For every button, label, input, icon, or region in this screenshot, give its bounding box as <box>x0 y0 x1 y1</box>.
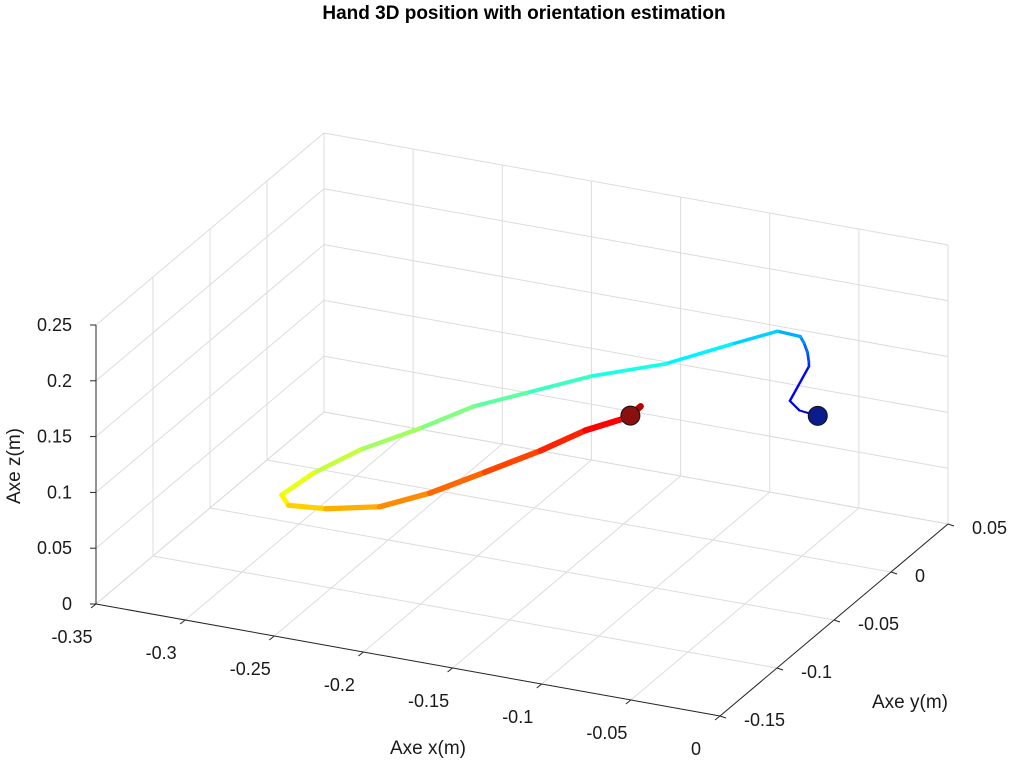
gridline <box>323 132 949 246</box>
axis-layer <box>90 324 955 721</box>
x-tick-mark <box>536 683 543 689</box>
chart-title: Hand 3D position with orientation estima… <box>322 3 725 24</box>
z-tick-label: 0 <box>62 594 72 614</box>
x-tick-mark <box>268 635 275 641</box>
x-axis-line <box>95 603 721 717</box>
trajectory-segment <box>663 342 734 366</box>
tick-layer: -0.35 -0.3 -0.25 -0.2 -0.15 -0.1 -0.05 0 -0.15 -0… <box>37 315 1007 759</box>
end-point-marker <box>620 405 641 426</box>
gridline <box>95 244 325 437</box>
z-tick-label: 0.1 <box>47 482 72 502</box>
gridline <box>209 507 835 621</box>
gridline <box>152 555 778 669</box>
grid-layer <box>95 132 949 717</box>
x-tick-label: -0.05 <box>586 723 627 743</box>
trajectory-segment <box>279 470 316 498</box>
y-tick-mark <box>890 571 898 575</box>
x-tick-mark <box>625 699 632 705</box>
z-tick-label: 0.15 <box>37 427 72 447</box>
x-tick-label: -0.2 <box>324 675 355 695</box>
trajectory-segment <box>588 361 668 379</box>
gridline <box>323 244 949 358</box>
z-axis-label: Axe z(m) <box>4 428 25 504</box>
trajectory-segment <box>523 374 593 395</box>
z-tick-label: 0.25 <box>37 315 72 335</box>
y-tick-label: 0 <box>915 566 925 586</box>
trajectory-segment <box>357 426 422 452</box>
gridline <box>95 188 325 382</box>
x-tick-mark <box>90 603 97 609</box>
trajectory-segment <box>775 329 802 339</box>
gridline <box>323 411 949 525</box>
trajectory-segment <box>788 399 801 412</box>
trajectory-layer <box>279 329 819 512</box>
trajectory-segment <box>426 469 488 496</box>
x-tick-mark <box>358 651 364 657</box>
trajectory-segment <box>806 351 811 364</box>
trajectory-segment <box>582 414 631 434</box>
y-tick-mark <box>833 619 841 623</box>
trajectory-segment <box>323 504 383 512</box>
gridline <box>323 188 949 302</box>
trajectory-segment <box>376 490 433 510</box>
trajectory-segment <box>537 427 589 454</box>
gridline <box>95 411 325 605</box>
gridline <box>95 355 325 549</box>
x-tick-mark <box>179 619 186 625</box>
trajectory-segment <box>802 341 809 354</box>
y-tick-mark <box>947 523 955 527</box>
trajectory-segment <box>788 365 811 403</box>
trajectory-segment <box>481 447 544 476</box>
gridline <box>95 300 325 493</box>
x-tick-mark <box>447 667 453 673</box>
y-axis-label: Axe y(m) <box>872 692 948 713</box>
y-tick-label: -0.05 <box>858 614 899 634</box>
y-tick-mark <box>719 715 727 719</box>
x-tick-label: -0.35 <box>51 627 92 647</box>
x-tick-label: -0.25 <box>230 659 271 679</box>
gridline <box>95 132 325 326</box>
x-tick-label: -0.3 <box>146 643 177 663</box>
trajectory-segment <box>729 329 780 346</box>
x-tick-label: -0.1 <box>502 707 533 727</box>
y-tick-label: -0.1 <box>801 662 832 682</box>
gridline <box>266 459 892 573</box>
trajectory-segment <box>417 404 476 431</box>
marker-layer <box>620 405 828 426</box>
gridline <box>323 299 949 413</box>
trajectory-segment <box>471 390 528 409</box>
y-tick-mark <box>776 667 784 671</box>
y-tick-label: -0.15 <box>744 710 785 730</box>
z-tick-label: 0.05 <box>37 538 72 558</box>
x-axis-label: Axe x(m) <box>390 738 466 759</box>
z-tick-label: 0.2 <box>47 371 72 391</box>
trajectory-segment <box>285 502 329 512</box>
x-tick-label: 0 <box>691 739 701 759</box>
trajectory-segment <box>310 447 363 476</box>
y-tick-label: 0.05 <box>972 518 1007 538</box>
x-tick-label: -0.15 <box>408 691 449 711</box>
x-tick-mark <box>714 715 721 721</box>
start-point-marker <box>807 405 828 426</box>
